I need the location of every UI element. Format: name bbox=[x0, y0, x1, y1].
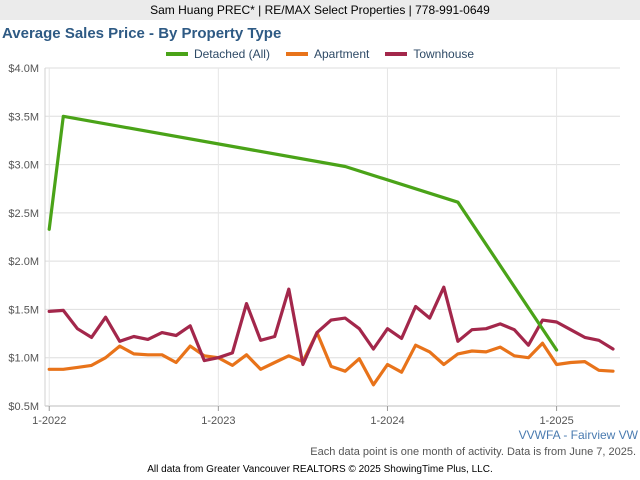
x-tick-label: 1-2023 bbox=[201, 415, 235, 427]
legend-item-detached[interactable]: Detached (All) bbox=[165, 46, 270, 62]
y-tick-label: $2.0M bbox=[8, 256, 39, 268]
y-tick-label: $1.0M bbox=[8, 353, 39, 365]
y-tick-label: $1.5M bbox=[8, 304, 39, 316]
legend-swatch-detached bbox=[165, 52, 188, 56]
y-tick-label: $2.5M bbox=[8, 208, 39, 220]
source-credit: All data from Greater Vancouver REALTORS… bbox=[147, 464, 493, 475]
data-note: Each data point is one month of activity… bbox=[310, 446, 636, 458]
legend-swatch-apartment bbox=[285, 52, 308, 56]
legend-label-townhouse: Townhouse bbox=[413, 47, 475, 61]
agent-line: Sam Huang PREC* | RE/MAX Select Properti… bbox=[150, 3, 490, 17]
y-tick-label: $3.0M bbox=[8, 160, 39, 172]
legend-item-apartment[interactable]: Apartment bbox=[285, 46, 370, 62]
agent-header-bar: Sam Huang PREC* | RE/MAX Select Properti… bbox=[0, 0, 640, 20]
legend-swatch-townhouse bbox=[385, 52, 408, 56]
y-tick-label: $3.5M bbox=[8, 111, 39, 123]
x-tick-label: 1-2025 bbox=[539, 415, 573, 427]
y-tick-label: $4.0M bbox=[8, 63, 39, 75]
chart-title: Average Sales Price - By Property Type bbox=[2, 25, 282, 42]
series-line-detached bbox=[47, 114, 559, 352]
x-tick-label: 1-2022 bbox=[32, 415, 66, 427]
x-tick-label: 1-2024 bbox=[370, 415, 404, 427]
legend-label-apartment: Apartment bbox=[313, 47, 370, 61]
legend-label-detached: Detached (All) bbox=[193, 47, 270, 61]
chart-legend: Detached (All) Apartment Townhouse bbox=[0, 46, 640, 62]
region-label: VVWFA - Fairview VW bbox=[518, 428, 638, 442]
series-line-apartment bbox=[47, 331, 615, 387]
y-tick-label: $0.5M bbox=[8, 401, 39, 413]
legend-item-townhouse[interactable]: Townhouse bbox=[385, 46, 474, 62]
series-line-townhouse bbox=[47, 285, 615, 367]
